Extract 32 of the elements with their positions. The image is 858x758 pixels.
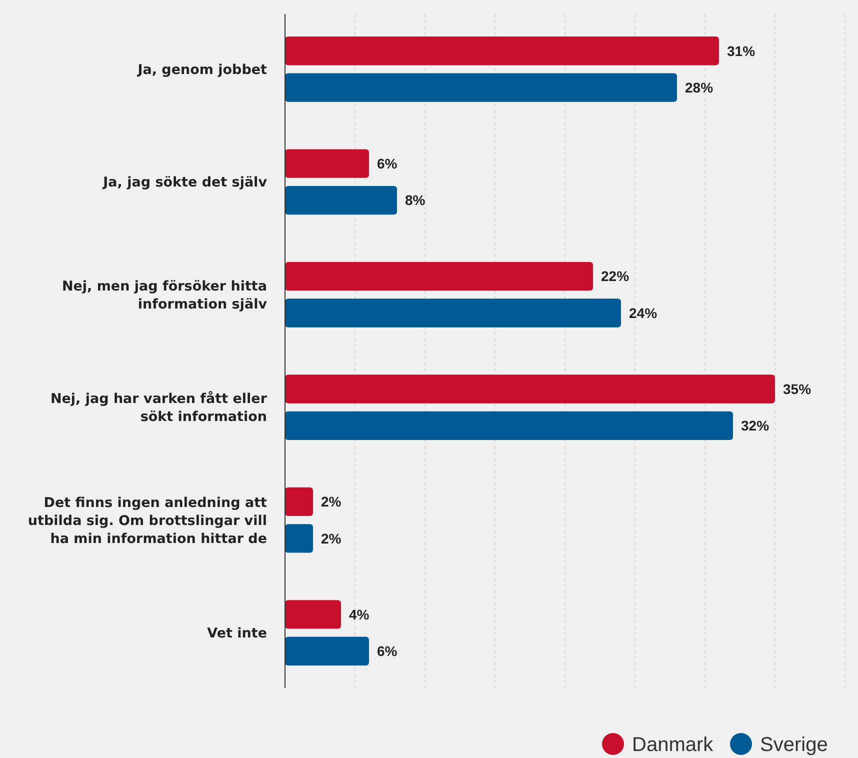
data-label: 6% bbox=[377, 155, 398, 172]
data-label: 32% bbox=[741, 418, 770, 434]
y-tick-label: Det finns ingen anledning att utbilda sig. Om brottslingar vill ha min information hittar de bbox=[28, 494, 268, 547]
data-label: 31% bbox=[727, 42, 756, 59]
legend-label: Sverige bbox=[760, 734, 828, 756]
bar bbox=[285, 36, 719, 66]
legend-label: Danmark bbox=[632, 734, 714, 756]
data-label: 4% bbox=[349, 606, 370, 622]
data-label: 2% bbox=[321, 494, 342, 510]
y-tick-label: Nej, jag har varken fått eller sökt information bbox=[50, 391, 268, 426]
data-label: 22% bbox=[601, 268, 630, 284]
data-label: 28% bbox=[685, 79, 714, 96]
y-tick-label: Vet inte bbox=[207, 626, 267, 642]
bar bbox=[285, 149, 369, 178]
bar bbox=[285, 524, 313, 553]
data-label: 24% bbox=[629, 304, 658, 321]
bar bbox=[285, 411, 733, 440]
bar bbox=[285, 73, 677, 102]
data-label: 2% bbox=[321, 530, 342, 546]
bar bbox=[285, 186, 397, 215]
bar bbox=[285, 298, 621, 328]
bar bbox=[285, 374, 775, 404]
bar bbox=[285, 636, 369, 666]
bar bbox=[285, 487, 313, 516]
data-label: 8% bbox=[405, 192, 426, 208]
bar bbox=[285, 262, 593, 291]
y-tick-label: Ja, genom jobbet bbox=[136, 62, 268, 78]
data-label: 6% bbox=[377, 643, 398, 660]
data-label: 35% bbox=[783, 380, 812, 397]
y-tick-label: Nej, men jag försöker hitta information själv bbox=[62, 278, 268, 312]
bar bbox=[285, 600, 341, 629]
y-tick-label: Ja, jag sökte det själv bbox=[102, 174, 268, 191]
